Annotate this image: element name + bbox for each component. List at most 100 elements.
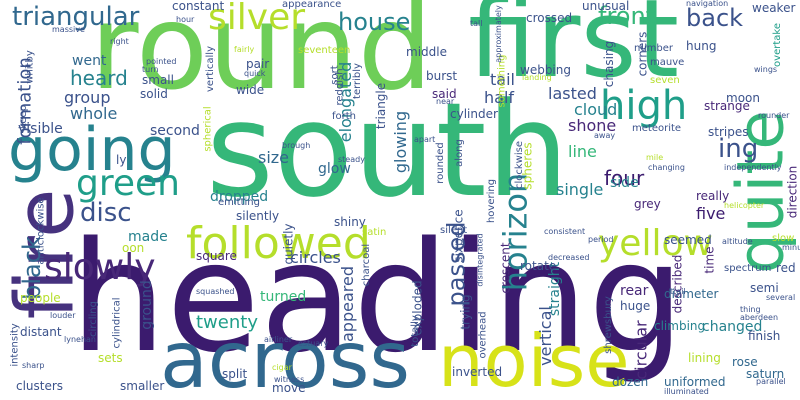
word-semi: semi <box>750 281 779 295</box>
word-south: south <box>206 74 570 226</box>
word-quick: quick <box>244 69 266 78</box>
word-turned: turned <box>260 289 307 305</box>
word-unusual: unusual <box>582 0 630 13</box>
word-webbing: webbing <box>520 63 571 77</box>
word-silently: silently <box>236 209 280 223</box>
word-first: first <box>468 0 680 102</box>
word-red: red <box>776 261 796 275</box>
word-middle: middle <box>406 45 447 59</box>
word-thing: thing <box>740 305 761 314</box>
word-diameter: diameter <box>664 287 719 301</box>
word-huge: huge <box>620 299 651 313</box>
word-crescent: crescent <box>498 242 513 294</box>
word-size: size <box>258 148 290 167</box>
word-spectrum: spectrum <box>724 263 772 274</box>
word-estuary: estuary <box>298 339 329 348</box>
word-house: house <box>338 8 411 36</box>
word-dozen: dozen <box>612 375 649 389</box>
word-corners: corners <box>635 31 650 77</box>
word-chasing: chasing <box>602 40 617 88</box>
word-made: made <box>128 229 168 245</box>
word-overtake: overtake <box>771 23 783 67</box>
word-climbing: climbing <box>654 319 706 333</box>
word-four: four <box>604 166 645 190</box>
word-appearance: appearance <box>282 0 342 10</box>
word-rose: rose <box>732 355 758 369</box>
word-wings: wings <box>754 65 778 74</box>
word-illuminated: illuminated <box>664 387 709 396</box>
word-shiny: shiny <box>334 215 366 229</box>
word-mile: mile <box>646 153 664 162</box>
word-approximately: approximately <box>493 5 503 63</box>
word-moon: moon <box>726 91 760 105</box>
word-followed: followed <box>186 218 371 269</box>
word-witness: witness <box>274 375 305 384</box>
word-triangle: triangle <box>374 82 389 130</box>
word-small: small <box>142 73 174 87</box>
word-number: number <box>634 43 674 54</box>
word-clusters: clusters <box>16 379 64 393</box>
word-front: front <box>598 2 656 30</box>
word-slow: slow <box>772 233 795 244</box>
word-green: green <box>76 163 180 204</box>
word-shone: shone <box>568 116 617 135</box>
word-pair: pair <box>246 57 270 71</box>
word-hung: hung <box>686 39 717 53</box>
word-decreased: decreased <box>548 253 590 262</box>
word-forth: forth <box>332 111 357 122</box>
word-altitude: altitude <box>722 237 753 246</box>
word-consistent: consistent <box>544 227 586 236</box>
word-sixpence: sixpence <box>451 209 466 263</box>
word-parallel: parallel <box>756 377 786 386</box>
word-wide: wide <box>236 83 265 97</box>
word-airliner: airliner <box>264 335 293 344</box>
word-ing: ing <box>718 134 759 164</box>
word-brough: brough <box>282 141 311 150</box>
word-cigar: cigar <box>272 363 292 372</box>
word-landing: landing <box>522 73 552 82</box>
word-dropped: dropped <box>210 189 269 205</box>
word-disc: disc <box>80 198 132 228</box>
word-mauve: mauve <box>650 57 685 68</box>
word-stripes: stripes <box>708 125 749 139</box>
word-went: went <box>72 53 107 69</box>
word-strange: strange <box>704 99 750 113</box>
word-visible: visible <box>18 121 63 137</box>
word-single: single <box>556 180 604 199</box>
word-meteorite: meteorite <box>632 123 682 134</box>
word-minute: minute <box>782 243 800 252</box>
word-distant: distant <box>20 325 62 339</box>
word-away: away <box>594 131 616 140</box>
word-tall: tall <box>470 19 483 28</box>
word-slowly: slowly <box>44 247 156 288</box>
word-circling: circling <box>87 301 99 337</box>
word-steady: steady <box>338 155 365 164</box>
word-circular: circular <box>631 320 651 380</box>
word-inverted: inverted <box>452 365 503 379</box>
word-seventeen: seventeen <box>298 45 351 56</box>
word-rounder: rounder <box>758 111 790 120</box>
word-smaller: smaller <box>120 379 165 393</box>
word-disintegrated: disintegrated <box>475 233 485 287</box>
word-crossed: crossed <box>526 11 573 25</box>
word-seven: seven <box>650 75 680 86</box>
word-satin: satin <box>362 227 387 238</box>
word-group: group <box>64 88 111 107</box>
word-changing: changing <box>648 163 685 172</box>
word-lasted: lasted <box>548 84 597 103</box>
word-second: second <box>150 123 200 139</box>
word-lining: lining <box>688 351 721 365</box>
word-half: half <box>484 88 515 107</box>
word-square: square <box>196 249 237 263</box>
word-seemed: seemed <box>664 233 712 247</box>
word-high: high <box>600 83 688 129</box>
word-emitting: emitting <box>218 197 260 208</box>
word-said: said <box>432 87 457 101</box>
word-near: near <box>436 97 455 106</box>
word-across: across <box>160 316 411 400</box>
word-rotate: rotate <box>520 259 557 273</box>
word-yellow: yellow <box>598 223 713 264</box>
word-spherical: spherical <box>202 106 214 152</box>
word-whole: whole <box>70 104 118 123</box>
